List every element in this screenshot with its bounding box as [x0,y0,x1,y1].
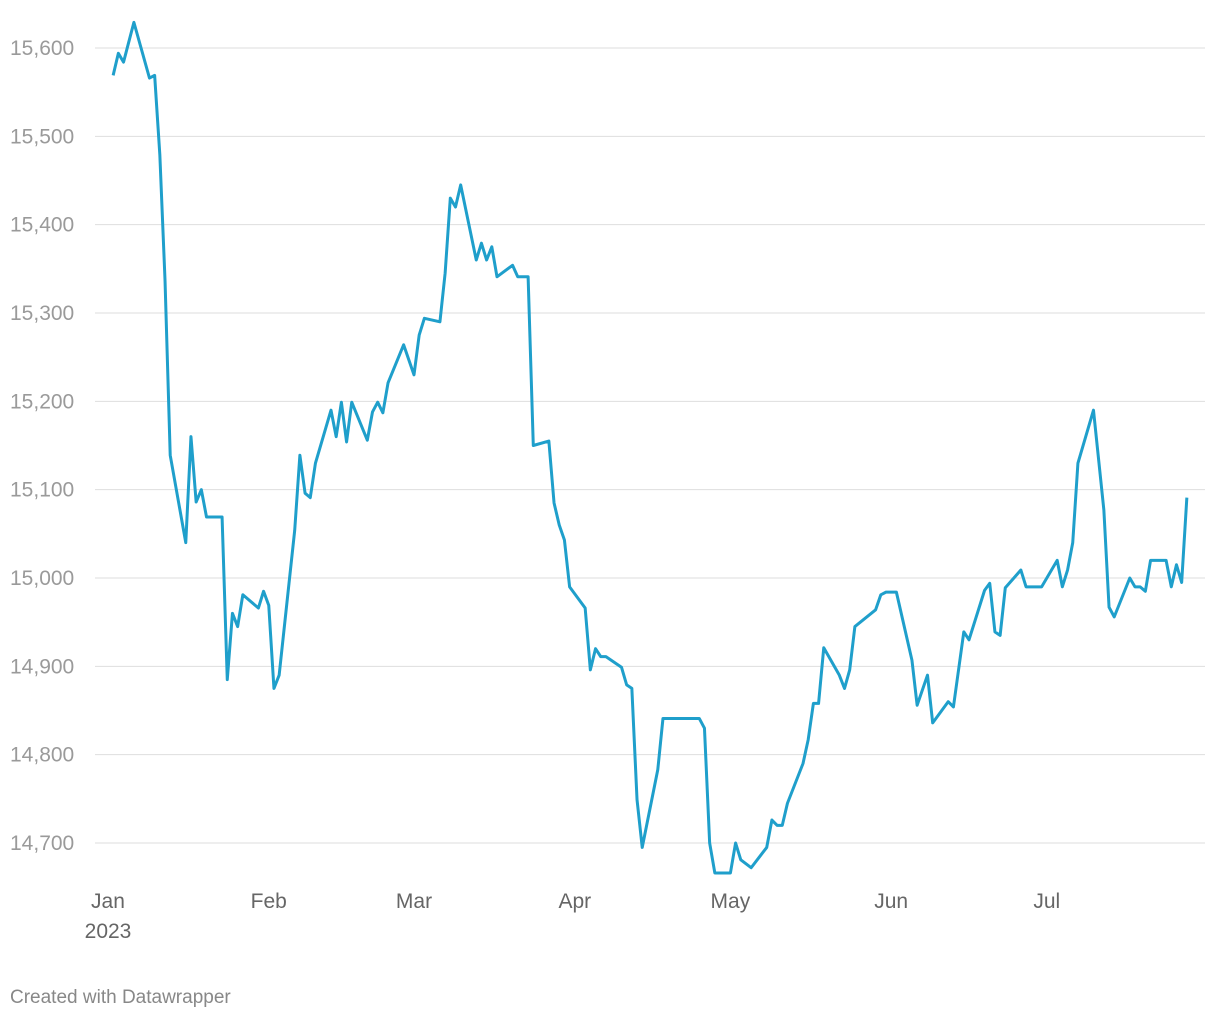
x-tick-label: Jan [91,890,125,913]
footer: Created with Datawrapper [10,987,231,1008]
x-tick-label: Mar [396,890,432,913]
x-tick-label: May [711,890,751,913]
y-tick-label: 15,400 [10,214,74,237]
x-year-label: 2023 [85,920,132,943]
line-series [111,20,1189,875]
y-tick-label: 15,500 [10,125,74,148]
y-tick-label: 15,200 [10,390,74,413]
y-tick-label: 14,700 [10,832,74,855]
x-tick-label: Jun [874,890,908,913]
x-tick-label: Jul [1033,890,1060,913]
y-tick-label: 15,100 [10,479,74,502]
x-tick-label: Apr [558,890,591,913]
y-tick-label: 15,300 [10,302,74,325]
y-tick-label: 15,600 [10,37,74,60]
y-tick-label: 15,000 [10,567,74,590]
y-tick-label: 14,800 [10,744,74,767]
x-tick-label: Feb [251,890,287,913]
y-tick-label: 14,900 [10,655,74,678]
